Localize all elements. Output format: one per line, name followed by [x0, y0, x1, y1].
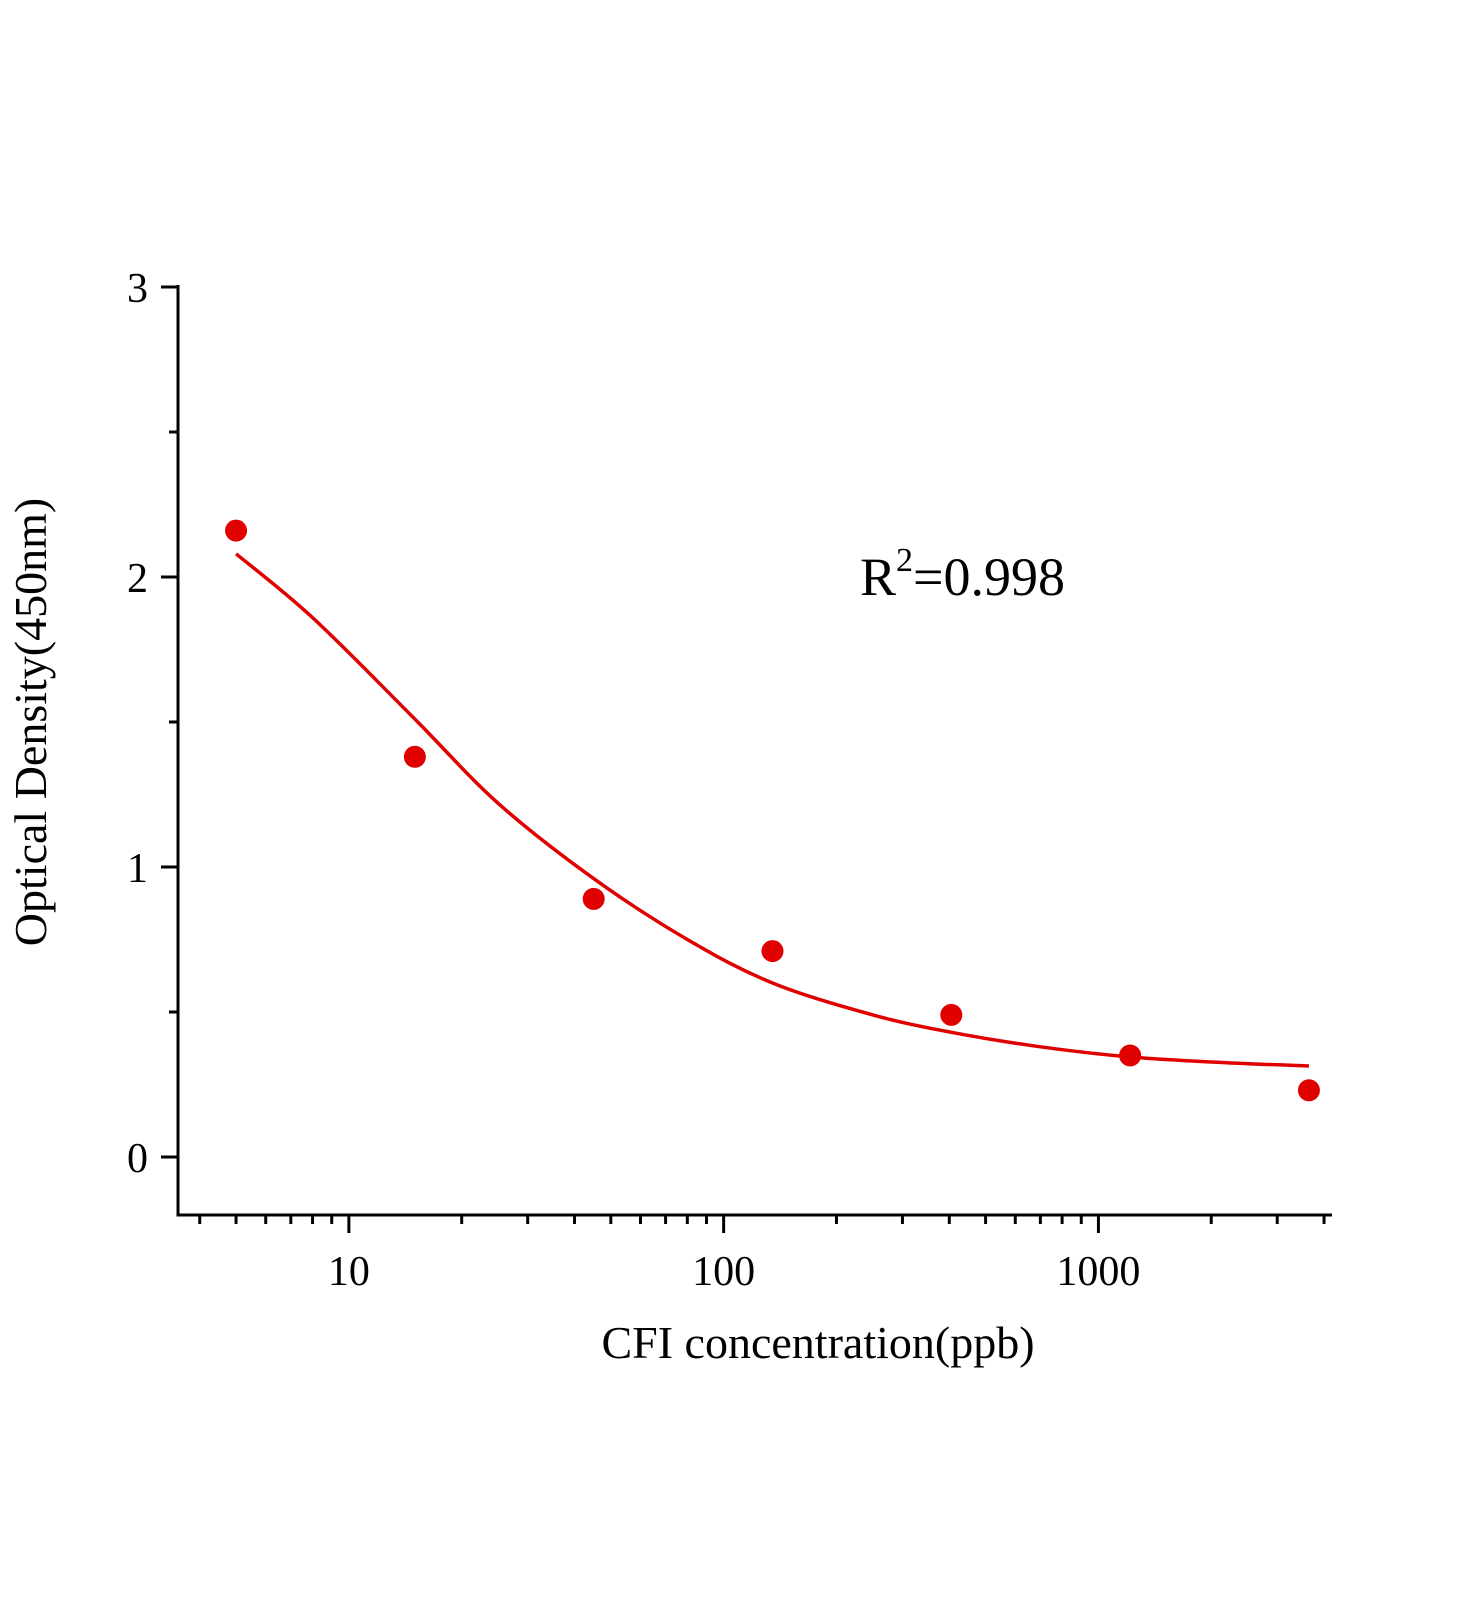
- axes: [176, 285, 1332, 1217]
- r-squared-annotation: R2=0.998: [860, 542, 1065, 607]
- data-point: [1297, 1079, 1320, 1102]
- data-point: [940, 1003, 963, 1026]
- ticks: 0 1 2 3 10 100 1000: [127, 266, 1326, 1295]
- x-axis-label: CFI concentration(ppb): [601, 1317, 1034, 1368]
- y-tick-label: 3: [127, 266, 148, 312]
- fit-curve: [234, 552, 1309, 1068]
- data-point: [403, 745, 426, 768]
- y-tick-label: 0: [127, 1136, 148, 1182]
- r-squared-value: =0.998: [913, 547, 1065, 607]
- x-tick-label: 1000: [1056, 1249, 1140, 1295]
- data-point: [225, 519, 248, 542]
- y-tick-label: 1: [127, 846, 148, 892]
- data-point: [1119, 1044, 1142, 1067]
- y-axis-label: Optical Density(450nm): [5, 498, 56, 946]
- y-tick-label: 2: [127, 556, 148, 602]
- marks: [225, 519, 1320, 1102]
- x-tick-label: 100: [692, 1249, 755, 1295]
- r-squared-sup: 2: [896, 542, 913, 579]
- x-tick-label: 10: [328, 1249, 370, 1295]
- data-point: [582, 887, 605, 910]
- r-squared-base: R: [860, 547, 896, 607]
- data-point: [761, 940, 784, 963]
